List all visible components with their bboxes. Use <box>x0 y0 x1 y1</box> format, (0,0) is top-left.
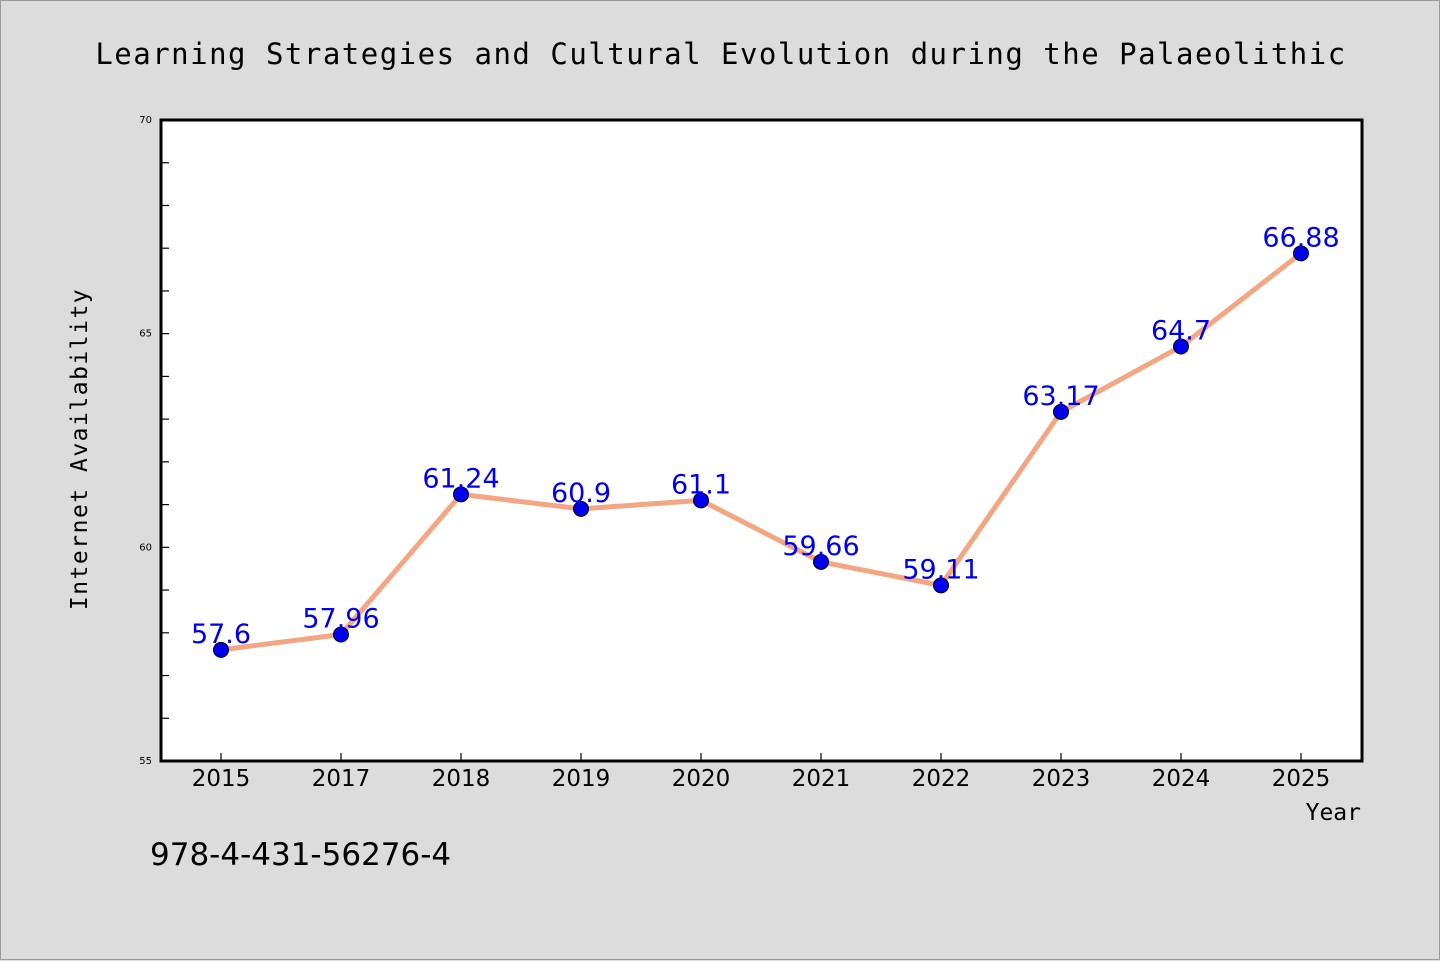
x-tick-label: 2022 <box>912 766 971 792</box>
x-tick-label: 2025 <box>1272 766 1331 792</box>
data-labels: 57.6 57.96 61.24 60.9 61.1 59.66 59.11 63.17 64.… <box>191 222 1340 650</box>
series-line <box>218 250 1304 653</box>
y-tick-label: 65 <box>139 329 152 340</box>
data-point <box>1293 245 1309 262</box>
x-tick-label: 2017 <box>312 766 371 792</box>
data-label: 64.7 <box>1151 315 1211 346</box>
data-label: 61.24 <box>422 463 499 494</box>
x-tick-label: 2018 <box>432 766 491 792</box>
x-tick-label: 2023 <box>1032 766 1091 792</box>
y-axis: 55 60 65 70 <box>139 115 169 767</box>
data-label: 61.1 <box>671 469 731 500</box>
series-markers <box>213 245 1309 658</box>
y-tick-label: 55 <box>139 756 152 767</box>
y-axis-label: Internet Availability <box>67 288 93 610</box>
data-point <box>933 577 949 594</box>
y-tick-label: 60 <box>139 542 152 553</box>
data-label: 60.9 <box>551 478 611 509</box>
chart-title: Learning Strategies and Cultural Evoluti… <box>95 37 1346 71</box>
data-label: 59.66 <box>782 531 859 562</box>
x-tick-label: 2021 <box>792 766 851 792</box>
x-axis-label: Year <box>1306 800 1361 826</box>
plot-area <box>159 118 1364 763</box>
isbn-annotation: 978-4-431-56276-4 <box>150 837 451 873</box>
data-point <box>573 500 589 517</box>
data-point <box>1053 403 1069 420</box>
data-label: 57.96 <box>302 604 379 635</box>
x-tick-label: 2024 <box>1152 766 1211 792</box>
data-label: 57.6 <box>191 619 251 650</box>
data-label: 66.88 <box>1262 222 1339 253</box>
data-point <box>333 626 349 643</box>
x-tick-label: 2019 <box>552 766 611 792</box>
data-point <box>1173 338 1189 355</box>
data-label: 59.11 <box>902 554 979 585</box>
x-tick-label: 2020 <box>672 766 731 792</box>
x-tick-label: 2015 <box>192 766 251 792</box>
x-axis: 2015 2017 2018 2019 2020 2021 2022 2023 2024 2025 <box>192 753 1331 792</box>
data-point <box>813 553 829 570</box>
data-label: 63.17 <box>1022 381 1099 412</box>
y-tick-label: 70 <box>139 115 152 126</box>
data-point <box>453 486 469 503</box>
data-point <box>693 492 709 509</box>
data-point <box>213 641 229 658</box>
